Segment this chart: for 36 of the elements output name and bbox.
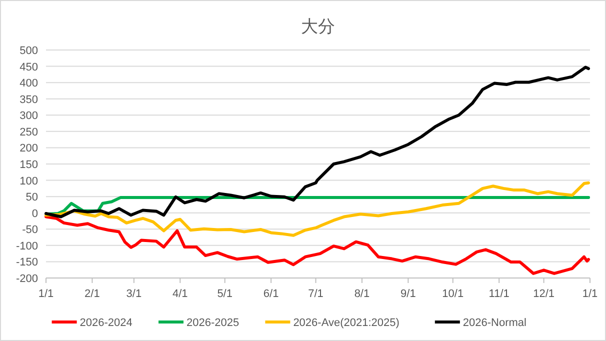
x-tick-label: 1/1 [582,288,598,300]
legend-label: 2026-2025 [186,317,240,329]
line-series [44,66,590,218]
y-tick-label: 200 [20,142,38,155]
y-tick-label: -150 [16,256,38,269]
x-tick-label: 6/1 [263,288,279,300]
x-tick-label: 2/1 [84,288,100,300]
x-tick-label: 11/1 [488,288,510,300]
y-tick-label: 250 [20,126,38,138]
legend-label: 2026-2024 [80,317,132,329]
y-tick-label: -100 [16,240,38,252]
y-tick-label: 50 [26,192,38,204]
y-tick-label: 300 [20,110,38,122]
y-tick-label: -200 [16,273,38,285]
y-tick-label: 100 [20,175,38,188]
y-tick-label: 500 [20,45,38,57]
y-tick-label: 150 [20,159,38,171]
y-tick-label: 350 [20,94,38,106]
line-series [44,215,590,275]
x-tick-label: 5/1 [217,288,232,300]
title: 大分 [301,17,335,36]
legend-label: 2026-Ave(2021:2025) [293,317,400,329]
x-tick-label: 7/1 [308,288,324,300]
y-tick-label: 450 [20,61,38,74]
y-tick-label: 400 [20,78,38,90]
line-series [44,181,590,237]
x-tick-label: 1/1 [38,288,54,300]
legend-label: 2026-Normal [462,317,526,329]
x-tick-label: 10/1 [442,288,464,300]
x-tick-label: 4/1 [172,288,188,300]
y-tick-label: 0 [32,208,38,220]
x-tick-label: 8/1 [354,288,370,300]
x-tick-label: 9/1 [400,288,416,300]
y-tick-label: -50 [22,224,38,236]
x-tick-label: 3/1 [126,288,142,300]
x-tick-label: 12/1 [533,288,555,300]
